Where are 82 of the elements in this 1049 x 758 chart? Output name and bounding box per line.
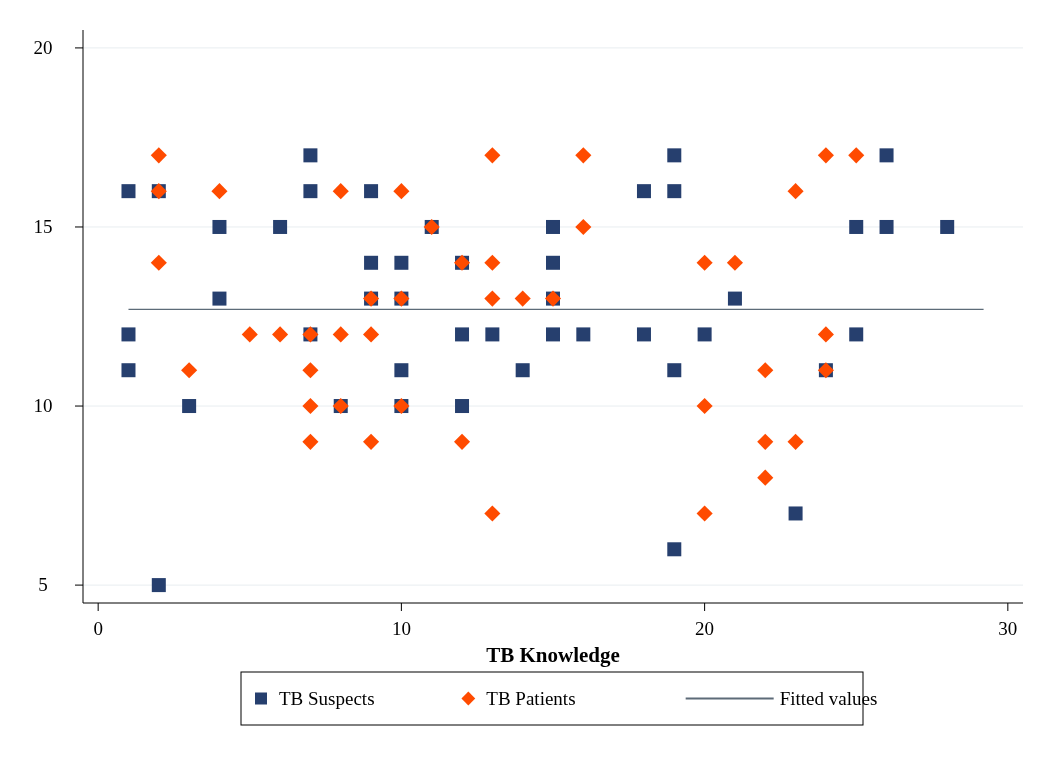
y-tick-label: 5 — [38, 574, 48, 596]
point — [151, 578, 166, 593]
point — [302, 362, 319, 379]
point — [332, 326, 349, 343]
point — [484, 254, 501, 271]
point — [455, 327, 470, 342]
point — [515, 363, 530, 378]
point — [817, 147, 834, 164]
point — [272, 326, 289, 343]
point — [484, 290, 501, 307]
point — [364, 184, 379, 199]
y-tick-label: 20 — [33, 36, 53, 58]
point — [121, 327, 136, 342]
point — [727, 291, 742, 306]
point — [273, 219, 288, 234]
legend-label: Fitted values — [779, 687, 878, 709]
point — [849, 327, 864, 342]
point — [879, 148, 894, 163]
point — [121, 184, 136, 199]
point — [303, 148, 318, 163]
point — [575, 147, 592, 164]
point — [150, 254, 167, 271]
point — [485, 327, 500, 342]
point — [212, 219, 227, 234]
point — [696, 397, 713, 415]
y-tick-label: 10 — [33, 395, 53, 417]
point — [514, 290, 531, 307]
point — [849, 219, 864, 234]
point — [121, 363, 136, 378]
point — [879, 219, 894, 234]
x-tick-label: 10 — [391, 618, 411, 639]
point — [667, 363, 682, 378]
point — [302, 397, 319, 415]
point — [241, 326, 258, 343]
point — [667, 148, 682, 163]
point — [455, 399, 470, 414]
point — [636, 327, 651, 342]
point — [484, 147, 501, 164]
point — [757, 433, 774, 450]
point — [303, 184, 318, 199]
point — [484, 505, 501, 522]
point — [393, 183, 410, 200]
point — [696, 505, 713, 522]
x-tick-label: 20 — [695, 618, 715, 639]
point — [726, 254, 743, 271]
point — [788, 506, 803, 521]
point — [211, 183, 228, 200]
point — [302, 433, 319, 450]
point — [150, 147, 167, 164]
legend-label: TB Suspects — [279, 687, 375, 709]
point — [453, 433, 471, 450]
point — [667, 542, 682, 557]
point — [394, 363, 409, 378]
point — [546, 327, 560, 342]
y-tick-label: 15 — [33, 215, 53, 237]
point — [546, 219, 560, 234]
x-tick-label: 30 — [998, 618, 1018, 639]
point — [394, 255, 409, 270]
x-tick-label: 0 — [93, 618, 103, 639]
point — [817, 326, 834, 343]
point — [787, 183, 804, 200]
point — [363, 433, 380, 450]
point — [757, 362, 774, 379]
point — [848, 147, 865, 164]
legend-label: TB Patients — [486, 687, 576, 709]
point — [332, 183, 349, 200]
point — [757, 469, 774, 486]
point — [576, 327, 591, 342]
point — [940, 219, 955, 234]
point — [636, 184, 651, 199]
point — [363, 326, 380, 343]
point — [696, 254, 713, 271]
point — [575, 218, 592, 236]
point — [212, 291, 227, 306]
point — [181, 362, 198, 379]
x-axis-title: TB Knowledge — [486, 643, 620, 667]
point — [787, 433, 804, 450]
point — [182, 399, 197, 414]
point — [364, 255, 379, 270]
point — [546, 255, 560, 270]
point — [667, 184, 682, 199]
point — [697, 327, 712, 342]
